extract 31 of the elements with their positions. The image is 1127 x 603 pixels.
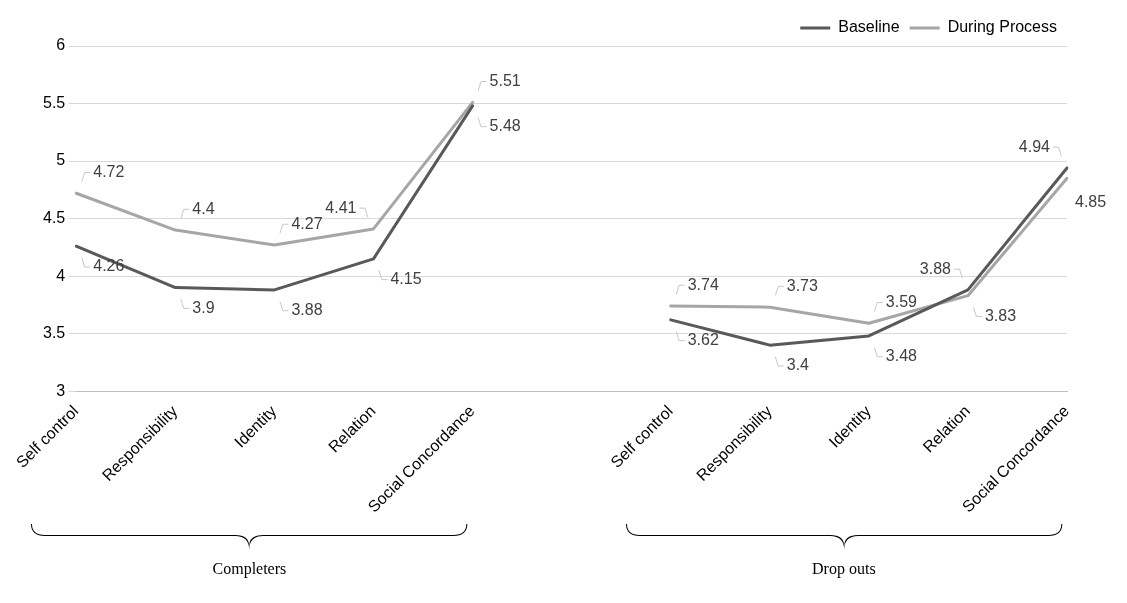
y-tick-label: 5 xyxy=(56,151,66,169)
text: Drop outs xyxy=(812,560,876,578)
data-label: 3.9 xyxy=(192,298,215,316)
data-label: 5.51 xyxy=(489,71,521,89)
data-label: 3.59 xyxy=(885,292,918,310)
data-label: 3.62 xyxy=(687,331,719,349)
data-label: 3.73 xyxy=(786,276,819,294)
data-label: 3.48 xyxy=(885,347,918,365)
data-label: 3.88 xyxy=(291,301,323,319)
data-label: 4.26 xyxy=(93,257,125,275)
data-label: 5.48 xyxy=(489,117,521,135)
data-label: 4.94 xyxy=(1018,137,1051,155)
y-tick-label: 4.5 xyxy=(42,208,66,226)
data-label: 3.88 xyxy=(919,259,952,277)
data-label: 4.72 xyxy=(93,162,125,180)
y-tick-label: 6 xyxy=(56,36,66,54)
data-label: 4.85 xyxy=(1075,192,1107,210)
text: Completers xyxy=(212,560,287,578)
y-tick-label: 3 xyxy=(56,381,66,399)
legend-label: During Process xyxy=(947,18,1057,36)
data-label: 4.4 xyxy=(192,199,215,217)
y-tick-label: 3.5 xyxy=(42,324,66,342)
data-label: 4.27 xyxy=(291,214,323,232)
data-label: 3.74 xyxy=(687,275,719,293)
y-tick-label: 5.5 xyxy=(42,93,66,111)
data-label: 3.4 xyxy=(786,356,810,374)
data-label: 3.83 xyxy=(984,306,1017,324)
data-label: 4.41 xyxy=(325,198,357,216)
data-label: 4.15 xyxy=(390,270,422,288)
y-tick-label: 4 xyxy=(56,266,66,284)
legend-label: Baseline xyxy=(838,18,900,36)
